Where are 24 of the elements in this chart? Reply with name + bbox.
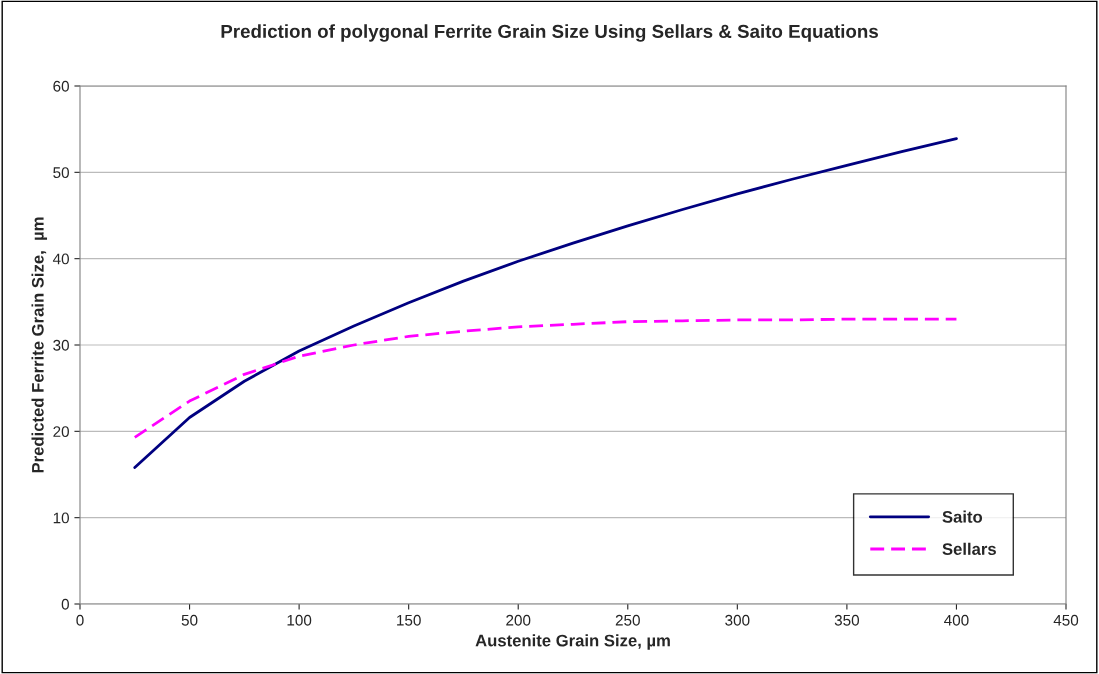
y-tick-label: 30 — [53, 339, 69, 351]
x-tick-label: 200 — [506, 614, 531, 626]
y-tick-label: 40 — [52, 253, 69, 265]
x-tick-label: 450 — [1053, 614, 1079, 626]
y-tick-label: 10 — [53, 512, 69, 524]
x-tick-label: 350 — [834, 614, 860, 626]
x-axis-title: Austenite Grain Size, µm — [475, 634, 670, 650]
x-tick-label: 0 — [76, 614, 84, 626]
x-tick-label: 250 — [615, 614, 640, 626]
y-tick-label: 50 — [53, 167, 69, 179]
x-tick-label: 400 — [944, 614, 969, 626]
x-tick-label: 150 — [397, 614, 421, 626]
line-series — [133, 137, 958, 469]
line-series — [133, 317, 958, 439]
x-tick-label: 300 — [725, 614, 750, 626]
y-tick-label: 60 — [53, 80, 69, 92]
y-axis-title: Predicted Ferrite Grain Size, µm — [31, 217, 48, 473]
legend-label: Sellars — [942, 542, 996, 555]
legend-label: Saito — [942, 510, 983, 523]
y-tick-label: 20 — [53, 426, 69, 438]
x-tick-label: 100 — [287, 614, 312, 626]
chart-title: Prediction of polygonal Ferrite Grain Size Using Sellars & Saito Equations — [221, 24, 878, 42]
y-tick-label: 0 — [61, 598, 69, 610]
x-tick-label: 50 — [181, 614, 198, 626]
